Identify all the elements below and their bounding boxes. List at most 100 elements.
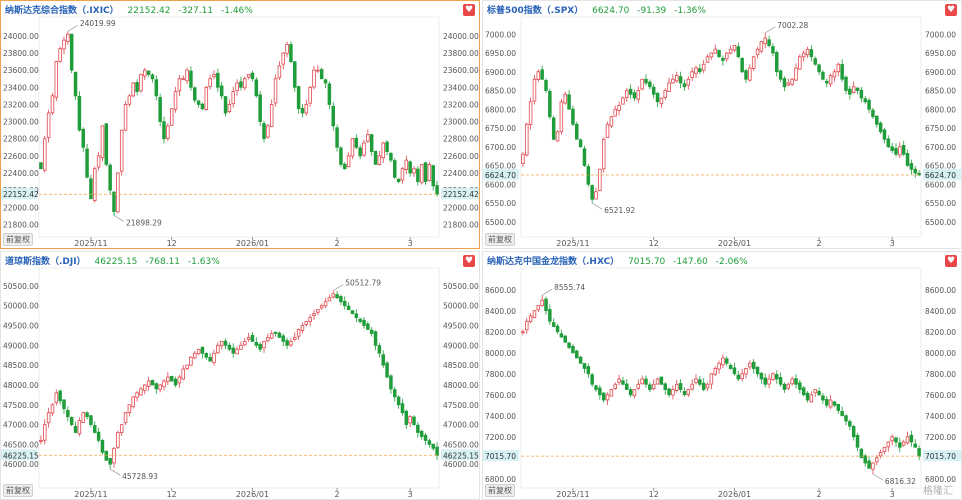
high-leader bbox=[67, 24, 79, 32]
candle-body bbox=[331, 105, 335, 127]
candle-body bbox=[319, 69, 324, 80]
candle-body bbox=[196, 348, 201, 355]
chart-panel-ixic[interactable]: 纳斯达克综合指数（.IXIC） 22152.42 -327.11 -1.46% … bbox=[0, 0, 480, 249]
low-leader bbox=[113, 215, 125, 222]
candle-body bbox=[848, 88, 852, 95]
candle-body bbox=[46, 412, 51, 424]
y-tick-label-right: 6550.00 bbox=[925, 199, 956, 208]
candle-body bbox=[809, 394, 814, 403]
heart-icon[interactable]: ♥ bbox=[463, 255, 475, 267]
candle-body bbox=[905, 436, 910, 444]
candlestick-chart[interactable]: 6500.00 6500.00 6550.00 6550.00 6600.00 6600.… bbox=[483, 1, 962, 249]
candle-body bbox=[567, 94, 571, 110]
y-tick-label-left: 6750.00 bbox=[485, 124, 516, 133]
candle-body bbox=[385, 362, 389, 378]
candle-body bbox=[116, 432, 120, 448]
index-change-pct: -1.63% bbox=[187, 257, 220, 267]
adjust-button[interactable]: 前复权 bbox=[3, 484, 33, 497]
last-price-tag-left-bg bbox=[1, 449, 37, 461]
candle-body bbox=[617, 378, 621, 383]
candle-body bbox=[736, 374, 741, 380]
plot-area bbox=[520, 16, 922, 238]
candle-body bbox=[644, 378, 648, 385]
candle-body bbox=[339, 147, 343, 165]
candle-body bbox=[655, 92, 660, 103]
candle-body bbox=[62, 399, 66, 410]
candle-body bbox=[682, 83, 687, 88]
index-price: 46225.15 bbox=[94, 257, 138, 267]
adjust-button[interactable]: 前复权 bbox=[3, 233, 33, 246]
y-tick-label-left: 6550.00 bbox=[485, 199, 516, 208]
y-tick-label-left: 7200.00 bbox=[485, 433, 516, 442]
candle-body bbox=[346, 305, 351, 311]
candle-body bbox=[886, 441, 891, 448]
candle-body bbox=[431, 165, 435, 187]
candle-body bbox=[621, 97, 625, 105]
candle-body bbox=[782, 383, 787, 390]
candle-body bbox=[548, 309, 552, 322]
candle-body bbox=[404, 159, 409, 170]
candle-body bbox=[339, 296, 343, 303]
heart-icon[interactable]: ♥ bbox=[945, 255, 957, 267]
candle-body bbox=[551, 117, 556, 140]
heart-icon[interactable]: ♥ bbox=[945, 4, 957, 16]
candle-body bbox=[304, 104, 309, 114]
candle-body bbox=[917, 448, 921, 457]
candle-body bbox=[323, 79, 328, 84]
candle-body bbox=[817, 64, 821, 73]
adjust-button[interactable]: 前复权 bbox=[485, 484, 515, 497]
candle-body bbox=[667, 388, 671, 396]
candle-body bbox=[632, 389, 637, 397]
index-price: 6624.70 bbox=[592, 6, 630, 16]
candle-body bbox=[296, 86, 301, 110]
candle-body bbox=[540, 299, 544, 307]
candle-body bbox=[212, 352, 216, 364]
y-tick-label-right: 7400.00 bbox=[925, 412, 956, 421]
adjust-button[interactable]: 前复权 bbox=[485, 233, 515, 246]
last-price-tag-right-bg bbox=[441, 449, 479, 461]
candle-body bbox=[119, 129, 124, 172]
candlestick-chart[interactable]: 6800.006800.007000.007000.007200.007200.… bbox=[483, 252, 962, 500]
index-name[interactable]: 道琼斯指数（.DJI） bbox=[5, 257, 86, 267]
chart-panel-dji[interactable]: 道琼斯指数（.DJI） 46225.15 -768.11 -1.63% ♥ 46… bbox=[0, 251, 480, 500]
candle-body bbox=[354, 313, 359, 318]
candle-body bbox=[127, 95, 132, 105]
index-name[interactable]: 纳斯达克中国金龙指数（.HXC） bbox=[487, 257, 620, 267]
candlestick-chart[interactable]: 21800.0021800.0022000.0022000.0022200.00… bbox=[1, 1, 480, 249]
y-tick-label-left: 50000.00 bbox=[3, 302, 39, 311]
y-tick-label-left: 7600.00 bbox=[485, 391, 516, 400]
heart-icon[interactable]: ♥ bbox=[463, 4, 475, 16]
last-price-tag-left: 46225.15 bbox=[3, 451, 39, 460]
candle-body bbox=[767, 378, 771, 385]
candle-body bbox=[208, 357, 212, 362]
candle-body bbox=[701, 382, 706, 390]
candle-body bbox=[771, 373, 775, 380]
candle-body bbox=[254, 342, 259, 346]
x-tick-label: 2026/01 bbox=[236, 490, 269, 499]
candle-body bbox=[227, 344, 232, 350]
candle-body bbox=[578, 356, 583, 364]
chart-panel-hxc[interactable]: 纳斯达克中国金龙指数（.HXC） 7015.70 -147.60 -2.06% … bbox=[482, 251, 962, 500]
chart-header: 纳斯达克中国金龙指数（.HXC） 7015.70 -147.60 -2.06% bbox=[487, 255, 753, 269]
y-tick-label-right: 23200.00 bbox=[443, 100, 479, 109]
candle-body bbox=[544, 80, 548, 91]
candle-body bbox=[859, 89, 864, 99]
low-label: 45728.93 bbox=[122, 472, 158, 481]
candle-body bbox=[269, 104, 274, 127]
candle-body bbox=[713, 368, 717, 375]
candle-body bbox=[578, 139, 583, 148]
candle-body bbox=[196, 100, 201, 105]
index-name[interactable]: 纳斯达克综合指数（.IXIC） bbox=[5, 6, 119, 16]
candle-body bbox=[586, 366, 591, 375]
high-label: 24019.99 bbox=[80, 19, 116, 28]
chart-panel-spx[interactable]: 标普500指数（.SPX） 6624.70 -91.39 -1.36% ♥ 65… bbox=[482, 0, 962, 249]
y-tick-label-left: 22800.00 bbox=[3, 135, 39, 144]
candle-body bbox=[369, 134, 374, 152]
candle-body bbox=[312, 313, 316, 316]
candle-body bbox=[521, 153, 525, 164]
index-name[interactable]: 标普500指数（.SPX） bbox=[487, 6, 584, 16]
candlestick-chart[interactable]: 46000.00 46000.00 46500.00 46500.00 47000.00… bbox=[1, 252, 480, 500]
y-tick-label-left: 6650.00 bbox=[485, 162, 516, 171]
y-tick-label-left: 6950.00 bbox=[485, 49, 516, 58]
candle-body bbox=[100, 440, 105, 453]
